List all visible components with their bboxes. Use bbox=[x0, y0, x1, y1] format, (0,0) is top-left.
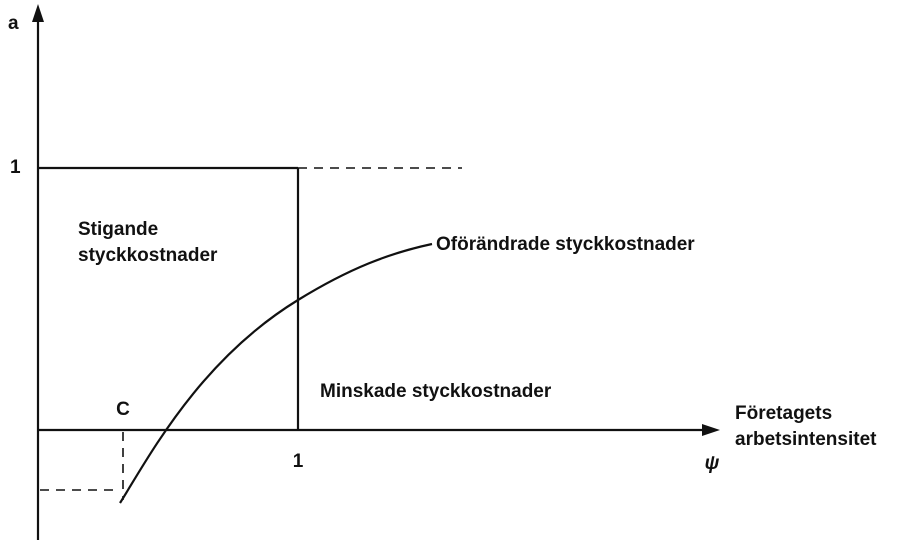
x-arrow bbox=[702, 424, 720, 436]
point-label: C bbox=[116, 399, 130, 420]
curve-label: Oförändrade styckkostnader bbox=[436, 234, 695, 255]
y-label: a bbox=[8, 13, 19, 34]
y-tick: 1 bbox=[10, 157, 21, 178]
region-label: Stigande bbox=[78, 219, 158, 240]
x-symbol: ψ bbox=[705, 453, 720, 474]
x-label: Företagets bbox=[735, 403, 832, 424]
x-label: arbetsintensitet bbox=[735, 429, 877, 450]
region-label: Minskade styckkostnader bbox=[320, 381, 552, 402]
x-tick: 1 bbox=[293, 451, 304, 472]
curve bbox=[119, 242, 433, 504]
region-label: styckkostnader bbox=[78, 245, 218, 266]
y-arrow bbox=[32, 4, 44, 22]
